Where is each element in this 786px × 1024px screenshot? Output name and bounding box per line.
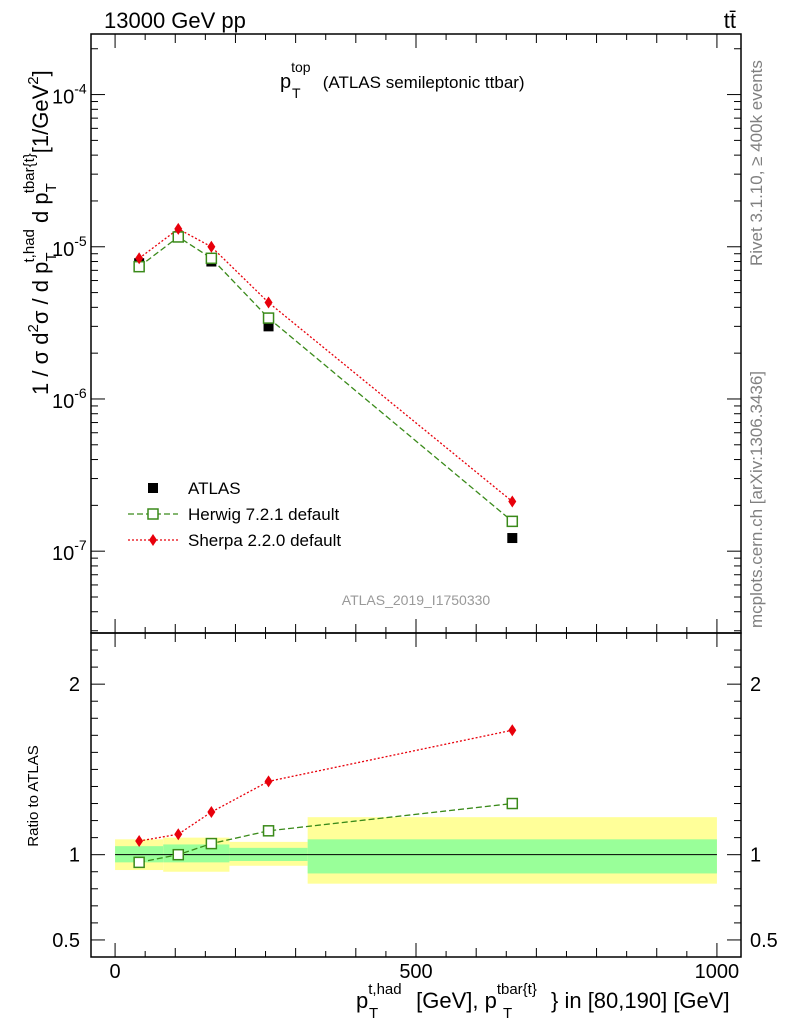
process-label: tt̄ bbox=[724, 8, 736, 33]
xlabel-mid: [GeV], p bbox=[410, 988, 497, 1013]
plot-title-p: p bbox=[280, 71, 291, 93]
xlabel-p1: p bbox=[356, 988, 368, 1013]
ratio-y-tick-label: 2 bbox=[69, 674, 80, 696]
sherpa-point bbox=[135, 252, 144, 265]
sherpa-ratio-point bbox=[508, 724, 517, 737]
ylabel-mid2: d p bbox=[28, 192, 53, 229]
main-y-tick-label: 10-5 bbox=[52, 233, 87, 261]
ratio-y-tick-label: 1 bbox=[69, 845, 80, 867]
sherpa-ratio-point bbox=[135, 835, 144, 848]
sherpa-line bbox=[138, 228, 513, 503]
ratio-frame bbox=[90, 632, 742, 958]
energy-label: 13000 GeV pp bbox=[104, 8, 246, 33]
legend-atlas-marker bbox=[148, 483, 158, 493]
mcplots-label: mcplots.cern.ch [arXiv:1306.3436] bbox=[747, 371, 766, 628]
main-y-tick-label-exp: -5 bbox=[74, 233, 87, 249]
ylabel-sup3: tbar{t} bbox=[21, 153, 38, 193]
herwig-ratio-point bbox=[172, 848, 185, 861]
sherpa-point bbox=[264, 296, 273, 309]
main-y-tick-label-base: 10 bbox=[52, 391, 74, 413]
herwig-point bbox=[205, 252, 218, 265]
analysis-id: ATLAS_2019_I1750330 bbox=[342, 592, 491, 608]
main-y-tick-label: 10-4 bbox=[52, 81, 87, 109]
atlas-point bbox=[507, 533, 518, 544]
legend-herwig-marker bbox=[147, 508, 159, 520]
plot-title: ptop T (ATLAS semileptonic ttbar) bbox=[280, 59, 525, 101]
ratio-ylabel: Ratio to ATLAS bbox=[25, 745, 42, 846]
sherpa-ratio-point bbox=[264, 775, 273, 788]
herwig-point bbox=[506, 515, 519, 528]
plot-title-sub: T bbox=[292, 85, 301, 101]
main-y-tick-label-base: 10 bbox=[52, 239, 74, 261]
main-y-tick-label: 10-7 bbox=[52, 537, 87, 565]
herwig-point bbox=[262, 312, 275, 324]
herwig-ratio-point bbox=[262, 825, 275, 837]
xlabel-sup1: t,had bbox=[368, 981, 401, 998]
xlabel-end: } in [80,190] [GeV] bbox=[551, 988, 730, 1013]
main-y-tick-label-exp: -7 bbox=[74, 537, 87, 553]
ratio-y-tick-label-right: 2 bbox=[750, 674, 761, 696]
ratio-y-tick-label: 0.5 bbox=[52, 930, 80, 952]
legend-sherpa-marker bbox=[149, 534, 157, 546]
x-axis-label: pt,had T [GeV], ptbar{t} T } in [80,190] [G… bbox=[356, 981, 730, 1022]
ylabel-prefix: 1 / σ d bbox=[28, 333, 53, 396]
ylabel-sup1: t,had bbox=[21, 229, 38, 262]
ratio-band-inner bbox=[307, 839, 717, 874]
x-tick-label: 0 bbox=[110, 961, 121, 983]
ylabel-sub2: T bbox=[43, 183, 60, 192]
svg-text:1 / σ d2σ / d pTt,had d pTtbar: 1 / σ d2σ / d pTt,had d pTtbar{t}[1/GeV2… bbox=[21, 70, 60, 395]
xlabel-sub2: T bbox=[503, 1005, 512, 1022]
herwig-line bbox=[138, 236, 513, 522]
ylabel-sup2: 2 bbox=[25, 324, 42, 332]
herwig-ratio-point bbox=[133, 856, 145, 869]
sherpa-ratio-point bbox=[207, 806, 216, 819]
ratio-y-tick-label-right: 0.5 bbox=[750, 930, 778, 952]
atlas-point bbox=[263, 321, 274, 332]
ylabel-unit: [1/GeV bbox=[28, 84, 53, 153]
x-tick-label: 500 bbox=[399, 961, 432, 983]
ylabel-unit-sup: 2 bbox=[25, 76, 42, 84]
sherpa-point bbox=[207, 240, 216, 253]
legend-label: ATLAS bbox=[188, 479, 241, 498]
sherpa-ratio-point bbox=[174, 828, 183, 841]
main-y-tick-label-base: 10 bbox=[52, 87, 74, 109]
ylabel-mid: σ / d p bbox=[28, 262, 53, 325]
ratio-panel: 0 500 1000 0.5 0.5 1 1 2 2 bbox=[52, 632, 778, 983]
main-ylabel: 1 / σ d2σ / d pTt,had d pTtbar{t}[1/GeV2… bbox=[21, 70, 60, 395]
ylabel-sub1: T bbox=[43, 252, 60, 261]
ylabel-unit-end: ] bbox=[28, 70, 53, 76]
plot-title-sup: top bbox=[291, 59, 311, 75]
herwig-ratio-point bbox=[205, 837, 218, 850]
xlabel-sup2: tbar{t} bbox=[497, 981, 537, 998]
main-y-tick-label-exp: -6 bbox=[74, 385, 87, 401]
rivet-label: Rivet 3.1.10, ≥ 400k events bbox=[747, 60, 766, 266]
xlabel-sub1: T bbox=[369, 1005, 378, 1022]
x-tick-label: 1000 bbox=[695, 961, 740, 983]
ratio-y-tick-label-right: 1 bbox=[750, 845, 761, 867]
plot-title-rest: (ATLAS semileptonic ttbar) bbox=[318, 73, 525, 92]
herwig-ratio-point bbox=[506, 797, 519, 810]
main-y-tick-label-base: 10 bbox=[52, 543, 74, 565]
sherpa-point bbox=[174, 222, 183, 235]
main-y-tick-label: 10-6 bbox=[52, 385, 87, 413]
legend-label: Sherpa 2.2.0 default bbox=[188, 531, 341, 550]
legend-label: Herwig 7.2.1 default bbox=[188, 505, 339, 524]
main-y-tick-label-exp: -4 bbox=[74, 81, 87, 97]
sherpa-point bbox=[508, 495, 517, 508]
